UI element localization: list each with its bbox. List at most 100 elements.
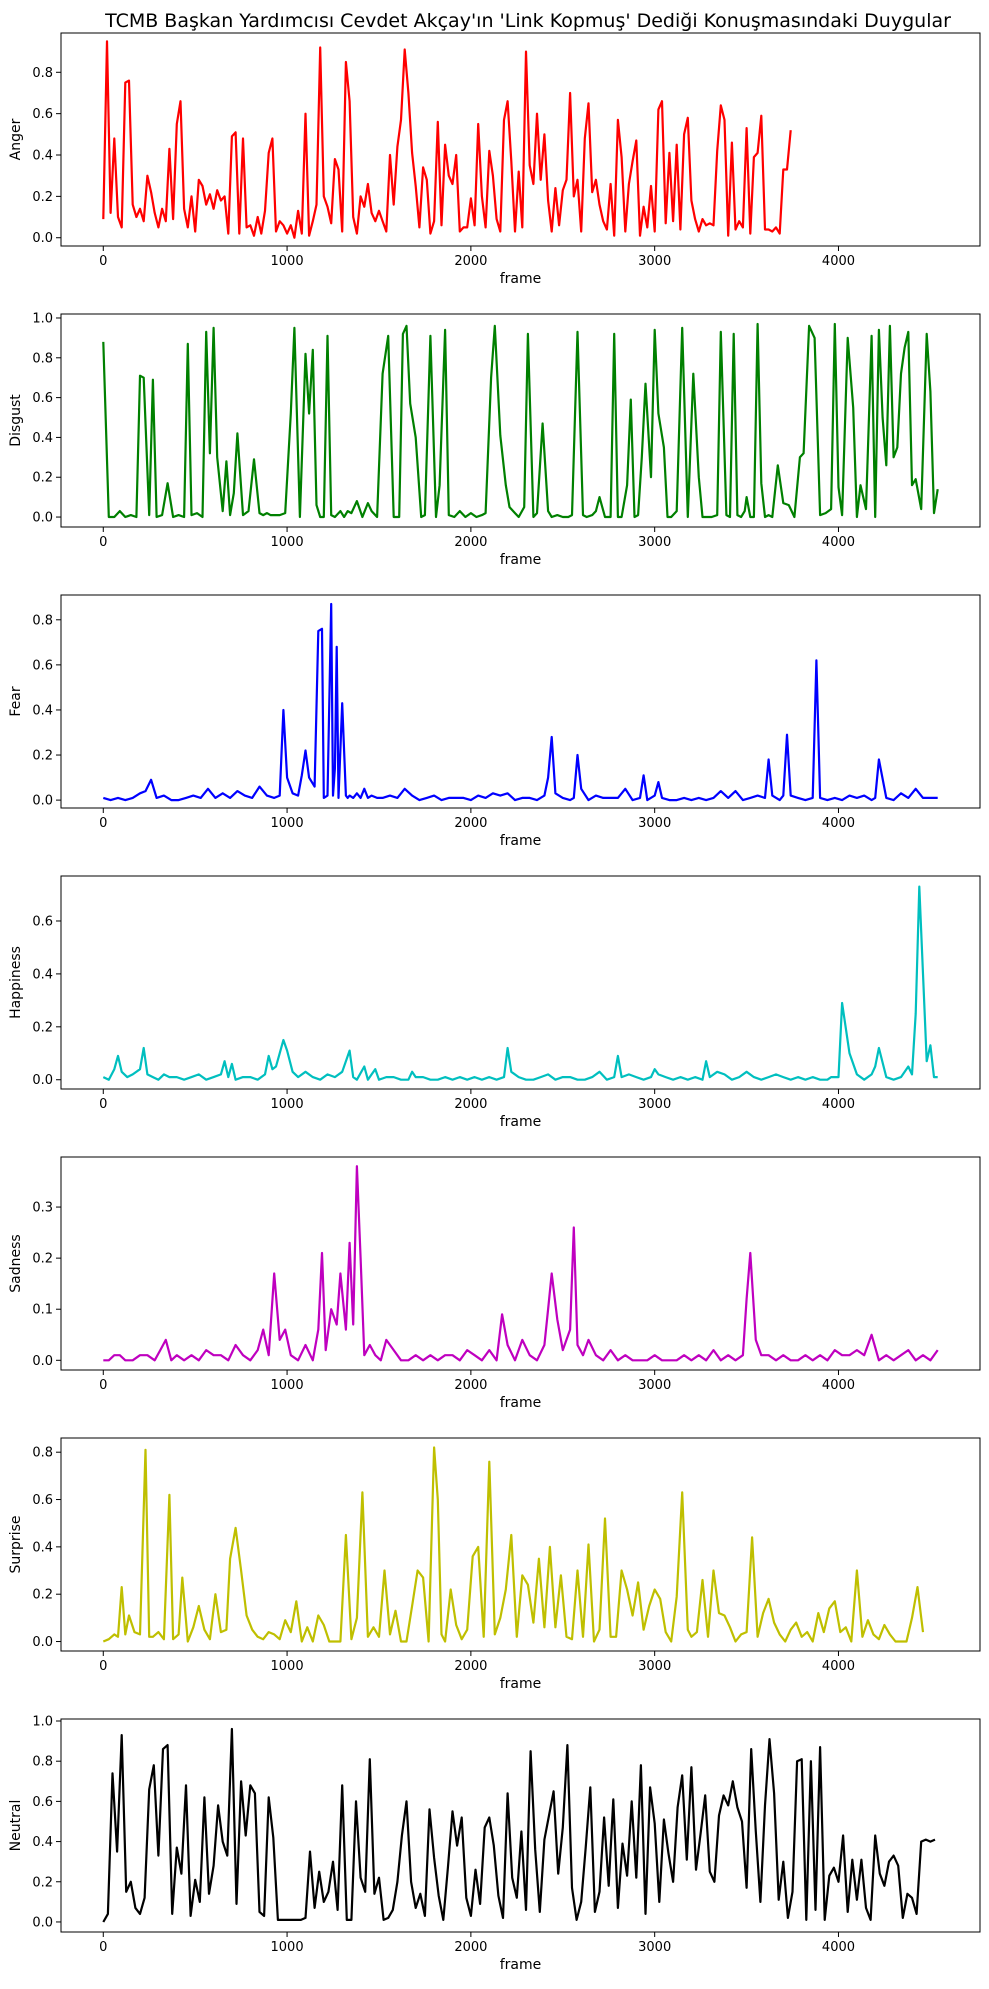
y-tick-label: 0.2: [32, 1875, 53, 1890]
series-line-happiness: [102, 885, 938, 1081]
axes-frame-happiness: [60, 875, 981, 1090]
y-tick-label: 0.8: [32, 1755, 53, 1770]
chart-title: TCMB Başkan Yardımcısı Cevdet Akçay'ın '…: [104, 10, 951, 32]
x-tick-label: 2000: [454, 535, 487, 550]
y-tick-label: 0.2: [32, 1020, 53, 1035]
y-tick-label: 0.0: [32, 1635, 53, 1650]
y-tick-label: 0.2: [32, 471, 53, 486]
x-axis-label: frame: [500, 1114, 542, 1130]
y-tick-label: 0.2: [32, 749, 53, 764]
y-tick-label: 0.3: [32, 1201, 53, 1216]
x-tick-label: 4000: [822, 1097, 855, 1112]
x-axis-label: frame: [500, 271, 542, 287]
y-axis-label: Neutral: [8, 1800, 24, 1852]
axes-frame-disgust: [60, 313, 981, 528]
subplot-anger: 0 1000 2000 3000 4000 0.0 0.2 0.4 0.6 0.8 frame Ang…: [8, 32, 981, 287]
subplot-sadness: 0 1000 2000 3000 4000 0.0 0.1 0.2 0.3 frame Sadnes…: [8, 1156, 981, 1411]
y-tick-label: 0.4: [32, 431, 53, 446]
x-tick-label: 1000: [271, 1940, 304, 1955]
x-tick-label: 3000: [638, 1659, 671, 1674]
y-axis-label: Sadness: [8, 1234, 24, 1292]
x-tick-label: 2000: [454, 816, 487, 831]
y-tick-label: 0.4: [32, 703, 53, 718]
x-tick-label: 4000: [822, 816, 855, 831]
y-tick-label: 0.8: [32, 66, 53, 81]
x-tick-label: 0: [99, 1940, 107, 1955]
series-line-surprise: [102, 1446, 925, 1643]
axes-frame-surprise: [60, 1437, 981, 1652]
y-tick-label: 0.4: [32, 1540, 53, 1555]
x-tick-label: 4000: [822, 254, 855, 269]
subplot-panels: 0 1000 2000 3000 4000 0.0 0.2 0.4 0.6 0.8 frame Ang…: [8, 32, 981, 1973]
y-axis-label: Anger: [8, 118, 24, 160]
y-tick-label: 0.2: [32, 1252, 53, 1267]
y-tick-label: 0.6: [32, 1493, 53, 1508]
axes-frame-sadness: [60, 1156, 981, 1371]
x-tick-label: 3000: [638, 254, 671, 269]
y-tick-label: 0.1: [32, 1303, 53, 1318]
x-tick-label: 2000: [454, 254, 487, 269]
y-tick-label: 0.6: [32, 391, 53, 406]
y-tick-label: 0.0: [32, 231, 53, 246]
x-tick-label: 1000: [271, 254, 304, 269]
axes-frame-neutral: [60, 1718, 981, 1933]
x-tick-label: 2000: [454, 1659, 487, 1674]
x-axis-label: frame: [500, 833, 542, 849]
y-tick-label: 0.0: [32, 1915, 53, 1930]
y-tick-label: 0.0: [32, 511, 53, 526]
x-tick-label: 0: [99, 1378, 107, 1393]
y-axis-label: Surprise: [8, 1516, 24, 1574]
x-tick-label: 0: [99, 1097, 107, 1112]
x-tick-label: 1000: [271, 535, 304, 550]
subplot-neutral: 0 1000 2000 3000 4000 0.0 0.2 0.4 0.6 0.8 1.0 frame…: [8, 1715, 981, 1973]
subplot-surprise: 0 1000 2000 3000 4000 0.0 0.2 0.4 0.6 0.8 frame Sur…: [8, 1437, 981, 1692]
x-tick-label: 2000: [454, 1940, 487, 1955]
x-tick-label: 0: [99, 254, 107, 269]
x-axis-label: frame: [500, 552, 542, 568]
y-tick-label: 0.0: [32, 1073, 53, 1088]
x-tick-label: 3000: [638, 1940, 671, 1955]
y-tick-label: 1.0: [32, 1715, 53, 1730]
y-tick-label: 0.0: [32, 1354, 53, 1369]
x-tick-label: 4000: [822, 1659, 855, 1674]
y-tick-label: 0.8: [32, 1446, 53, 1461]
x-tick-label: 1000: [271, 1659, 304, 1674]
axes-frame-anger: [60, 32, 981, 247]
x-axis-label: frame: [500, 1957, 542, 1973]
y-tick-label: 0.2: [32, 190, 53, 205]
y-tick-label: 0.4: [32, 1835, 53, 1850]
y-axis-label: Disgust: [8, 394, 24, 447]
x-tick-label: 3000: [638, 1378, 671, 1393]
x-tick-label: 4000: [822, 535, 855, 550]
y-tick-label: 1.0: [32, 311, 53, 326]
x-tick-label: 0: [99, 1659, 107, 1674]
x-tick-label: 0: [99, 535, 107, 550]
y-tick-label: 0.0: [32, 794, 53, 809]
y-tick-label: 0.4: [32, 967, 53, 982]
subplot-fear: 0 1000 2000 3000 4000 0.0 0.2 0.4 0.6 0.8 frame Fea…: [8, 594, 981, 849]
x-tick-label: 0: [99, 816, 107, 831]
x-tick-label: 3000: [638, 816, 671, 831]
y-tick-label: 0.4: [32, 149, 53, 164]
y-axis-label: Happiness: [8, 946, 24, 1019]
x-axis-label: frame: [500, 1676, 542, 1692]
x-tick-label: 4000: [822, 1378, 855, 1393]
y-tick-label: 0.6: [32, 658, 53, 673]
x-tick-label: 1000: [271, 816, 304, 831]
series-line-neutral: [102, 1727, 936, 1923]
series-line-fear: [102, 602, 938, 802]
series-line-disgust: [102, 322, 939, 519]
y-tick-label: 0.6: [32, 1795, 53, 1810]
series-line-sadness: [103, 1165, 939, 1362]
series-line-anger: [102, 40, 792, 239]
y-tick-label: 0.6: [32, 107, 53, 122]
x-tick-label: 2000: [454, 1097, 487, 1112]
y-axis-label: Fear: [8, 686, 24, 716]
subplot-happiness: 0 1000 2000 3000 4000 0.0 0.2 0.4 0.6 frame Happin…: [8, 875, 981, 1130]
x-axis-label: frame: [500, 1395, 542, 1411]
x-tick-label: 1000: [271, 1378, 304, 1393]
x-tick-label: 1000: [271, 1097, 304, 1112]
y-tick-label: 0.6: [32, 914, 53, 929]
x-tick-label: 3000: [638, 1097, 671, 1112]
